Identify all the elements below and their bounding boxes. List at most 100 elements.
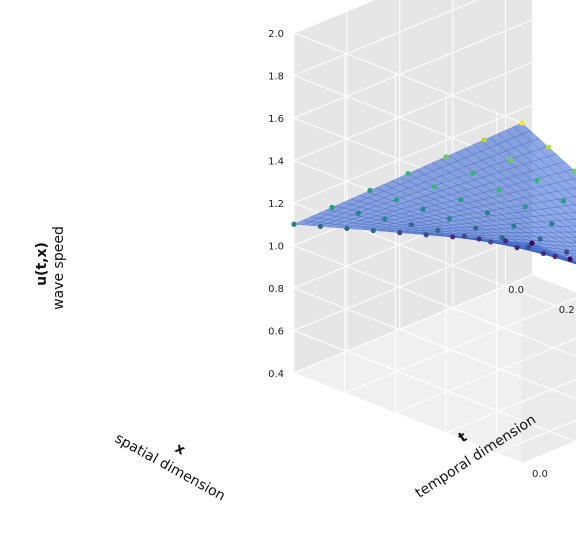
surface-patch [565,204,576,213]
sample-point [420,206,426,212]
sample-point [450,234,456,240]
sample-point [511,223,517,229]
sample-point [537,236,543,242]
sample-point [564,249,570,255]
surface-patch [566,225,576,233]
sample-point [481,137,487,143]
sample-point [408,222,414,228]
wall-grid-z [293,62,533,161]
sample-point [560,198,566,204]
sample-point [370,227,376,234]
sample-point [443,154,449,160]
surface-patch [558,231,576,238]
z-axis-label: wave speed [51,226,67,310]
wall-grid-z [293,232,533,331]
floor-grid-t [505,285,576,315]
sample-point [496,187,502,193]
sample-point [526,244,532,250]
sample-point [529,240,535,246]
sample-point [534,178,540,184]
surface-patch [572,261,576,264]
sample-point [329,204,335,210]
wall-grid-z [293,372,523,464]
z-tick-label: 0.8 [268,284,284,295]
sample-point [499,234,505,241]
sample-point [435,227,441,234]
x-axis-variable: x [172,440,188,458]
t-tick-label: 0.0 [532,469,548,480]
z-tick-label: 1.4 [268,157,284,168]
surface-patch [567,231,576,238]
sample-point [405,171,411,177]
surface-patch [572,178,576,182]
surface-patch [568,246,576,251]
wall-grid-z [293,0,479,76]
sample-point [473,225,479,231]
wall-grid-z [293,32,523,124]
sample-point [382,216,388,222]
sample-point [431,184,438,190]
z-tick-label: 1.0 [268,242,284,253]
sample-point [572,168,576,174]
wall-grid-z [293,0,376,34]
surface-patch [566,219,576,227]
sample-point [507,157,514,163]
floor-grid-x [496,419,576,454]
surface-patch [565,187,576,197]
z-tick-label: 1.2 [268,199,284,210]
wall-grid-z [293,330,523,421]
sample-point [552,253,558,260]
surface-patch [566,212,576,220]
sample-point [423,232,429,238]
x-tick-label: 0.2 [559,305,575,316]
sample-point [549,221,555,227]
wall-grid-z [293,104,533,204]
sample-point [469,170,476,177]
z-tick-label: 0.4 [268,369,284,380]
sample-point [344,225,350,232]
surface-patch [569,253,576,257]
sample-point [484,210,490,216]
tick-labels: 0.40.60.81.01.21.41.61.82.00.00.20.40.60… [268,29,575,480]
floor-grid-x [445,378,576,434]
surface-patch [571,262,576,265]
wall-grid-z [293,19,533,119]
sample-point [522,204,528,210]
surface-patch [571,262,576,264]
x-tick-label: 0.0 [508,285,524,296]
sample-point [317,223,324,229]
sample-point [502,238,509,244]
surface-patch [569,250,576,254]
sample-point [545,144,552,150]
z-tick-label: 0.6 [268,327,284,338]
wall-grid-z [293,245,523,336]
surface-patch [560,245,576,252]
sample-point [476,236,482,242]
z-tick-label: 1.8 [268,72,284,83]
z-axis-variable: u(t,x) [34,242,50,286]
sample-point [367,187,373,194]
sample-point [397,230,403,236]
sample-point [540,250,547,257]
surface-patch [565,196,576,205]
z-tick-label: 1.6 [268,114,284,125]
surface-patch [573,187,576,191]
gridlines [293,0,576,464]
surface-patch [564,178,576,189]
surface-patch [559,236,576,243]
sample-point [519,120,525,126]
sample-points [291,120,576,262]
floor-grid-x [395,338,576,414]
surface-patch [568,241,576,247]
sample-point [291,221,297,227]
surface-patch [567,237,576,243]
sample-point [461,233,467,239]
z-tick-label: 2.0 [268,29,284,40]
sample-point [446,216,452,222]
floor-grid-x [344,297,576,394]
wall-grid-z [293,287,523,379]
x-axis-label: spatial dimension [112,431,228,505]
sample-point [458,197,464,203]
sample-point [567,256,573,262]
